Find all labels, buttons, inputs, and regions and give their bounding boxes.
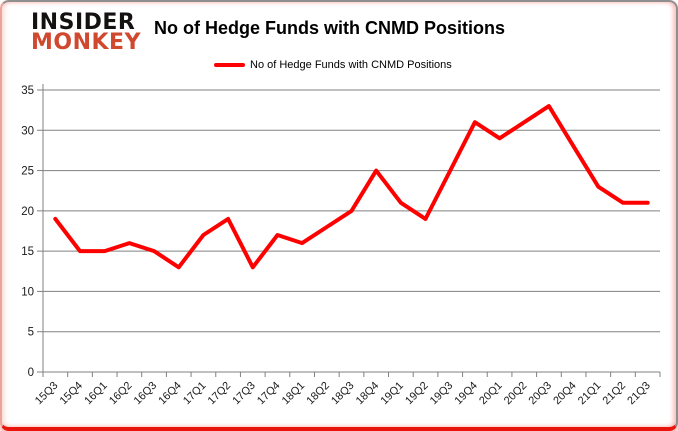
- chart-title: No of Hedge Funds with CNMD Positions: [154, 18, 505, 38]
- y-axis-label: 10: [21, 286, 34, 298]
- x-axis-label: 16Q4: [156, 380, 184, 408]
- x-axis-label: 19Q4: [452, 380, 480, 408]
- x-axis-label: 19Q2: [403, 380, 431, 408]
- x-axis-label: 17Q4: [255, 380, 283, 408]
- legend-line-swatch: [214, 63, 245, 67]
- x-axis-label: 21Q3: [625, 380, 653, 408]
- x-axis-label: 19Q3: [428, 380, 456, 408]
- x-axis-label: 18Q4: [354, 380, 382, 408]
- y-axis-label: 25: [21, 166, 34, 178]
- x-axis-label: 15Q4: [58, 380, 86, 408]
- logo-monkey-text: MONKEY: [31, 30, 142, 55]
- x-axis-label: 21Q2: [601, 380, 629, 408]
- x-axis-label: 21Q1: [576, 380, 604, 408]
- y-axis-label: 20: [21, 206, 34, 218]
- y-axis-label: 0: [28, 367, 34, 379]
- y-axis-label: 15: [21, 246, 34, 258]
- x-axis-label: 20Q3: [527, 380, 555, 408]
- x-axis-label: 16Q2: [107, 380, 135, 408]
- x-axis-label: 20Q2: [502, 380, 530, 408]
- legend-label: No of Hedge Funds with CNMD Positions: [250, 59, 452, 71]
- x-axis-label: 16Q1: [82, 380, 110, 408]
- x-axis-label: 16Q3: [132, 380, 160, 408]
- y-axis-label: 30: [21, 125, 34, 137]
- x-axis-label: 17Q2: [206, 380, 234, 408]
- x-axis-label: 15Q3: [33, 380, 61, 408]
- y-axis-label: 35: [21, 85, 34, 97]
- y-axis-label: 5: [28, 327, 34, 339]
- x-axis-label: 20Q4: [551, 380, 579, 408]
- logo-insider-text: INSIDER: [31, 10, 136, 35]
- x-axis-label: 18Q1: [280, 380, 308, 408]
- x-axis-label: 18Q2: [304, 380, 332, 408]
- x-axis-label: 17Q1: [181, 380, 209, 408]
- series-line: [53, 104, 650, 270]
- legend: No of Hedge Funds with CNMD Positions: [214, 59, 452, 71]
- insider-monkey-logo: INSIDER MONKEY: [31, 10, 142, 55]
- x-axis-label: 18Q3: [329, 380, 357, 408]
- x-axis-label: 17Q3: [230, 380, 258, 408]
- x-axis-label: 20Q1: [477, 380, 505, 408]
- x-axis-label: 19Q1: [378, 380, 406, 408]
